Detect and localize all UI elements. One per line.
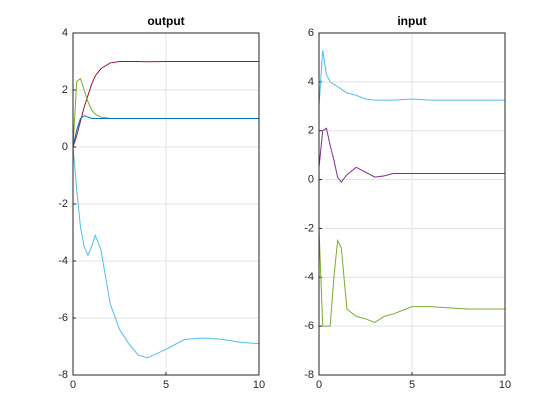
- axes-box: [318, 32, 506, 376]
- series-line: [72, 146, 260, 359]
- series-line: [318, 50, 505, 107]
- series-line: [72, 61, 259, 148]
- series-line: [318, 228, 505, 327]
- y-tick-label: -2: [304, 222, 314, 234]
- x-tick-label: 0: [70, 379, 76, 391]
- x-tick-label: 5: [409, 379, 415, 391]
- y-tick-label: -2: [58, 198, 68, 210]
- y-tick-label: 4: [308, 76, 314, 88]
- axes-box: [72, 32, 260, 376]
- series-line: [72, 115, 259, 148]
- x-tick-label: 5: [163, 379, 169, 391]
- y-tick-label: -8: [304, 369, 314, 381]
- y-tick-label: -4: [304, 271, 314, 283]
- x-tick-label: 0: [316, 379, 322, 391]
- y-tick-label: 6: [308, 27, 314, 39]
- x-tick-label: 10: [499, 379, 511, 391]
- chart-title: output: [147, 14, 184, 28]
- y-tick-label: 0: [62, 141, 68, 153]
- y-tick-label: -6: [58, 312, 68, 324]
- y-tick-label: -8: [58, 369, 68, 381]
- series-line: [318, 127, 505, 183]
- chart-title: input: [397, 14, 426, 28]
- y-tick-label: 2: [62, 84, 68, 96]
- x-tick-label: 10: [253, 379, 265, 391]
- y-tick-label: 0: [308, 173, 314, 185]
- y-tick-label: 4: [62, 27, 68, 39]
- y-tick-label: -4: [58, 255, 68, 267]
- y-tick-label: 2: [308, 125, 314, 137]
- y-tick-label: -6: [304, 320, 314, 332]
